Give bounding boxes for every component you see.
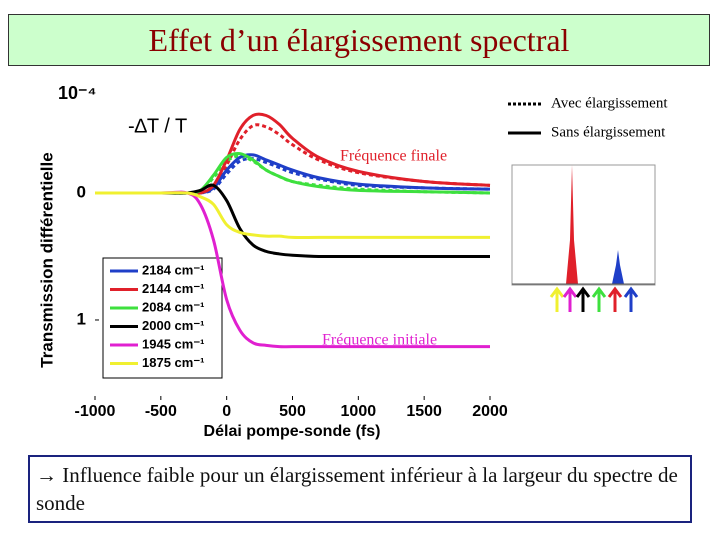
inset-peak [566, 165, 578, 284]
y-multiplier: 10⁻⁴ [58, 83, 96, 103]
x-tick-label: 500 [279, 403, 306, 420]
legend-label: 1875 cm⁻¹ [142, 355, 205, 370]
legend-label: 2144 cm⁻¹ [142, 281, 205, 296]
line [95, 183, 490, 259]
annotation: Fréquence initiale [322, 332, 437, 349]
annotation: Fréquence finale [340, 148, 447, 165]
line [95, 191, 490, 240]
y-tick-label: 1 [77, 309, 86, 328]
x-tick-label: 2000 [472, 403, 508, 420]
arrows [549, 286, 639, 312]
x-tick-label: 0 [222, 403, 231, 420]
spectrum-inset [511, 164, 656, 312]
chart: Transmission différentielle Délai pompe-… [37, 83, 668, 440]
footer-note: → Influence faible pour un élargissement… [28, 455, 692, 523]
inset-frame [511, 164, 656, 286]
x-tick-label: -500 [145, 403, 177, 420]
legend-label: 2084 cm⁻¹ [142, 299, 205, 314]
annotation: -∆T / T [128, 115, 187, 137]
style-legend-label: Avec élargissement [551, 95, 668, 111]
y-tick-label: 0 [77, 182, 86, 201]
x-tick-label: 1500 [406, 403, 442, 420]
slide-title: Effet d’un élargissement spectral [8, 14, 710, 66]
style-legend-label: Sans élargissement [551, 124, 666, 140]
y-axis-label: Transmission différentielle [37, 152, 56, 367]
x-tick-label: -1000 [75, 403, 116, 420]
inset-peak [612, 250, 624, 284]
x-axis-label: Délai pompe-sonde (fs) [204, 423, 381, 440]
legend-box [102, 257, 223, 379]
legend-label: 2000 cm⁻¹ [142, 318, 205, 333]
legend-label: 2184 cm⁻¹ [142, 262, 205, 277]
x-tick-label: 1000 [341, 403, 377, 420]
legend-label: 1945 cm⁻¹ [142, 336, 205, 351]
